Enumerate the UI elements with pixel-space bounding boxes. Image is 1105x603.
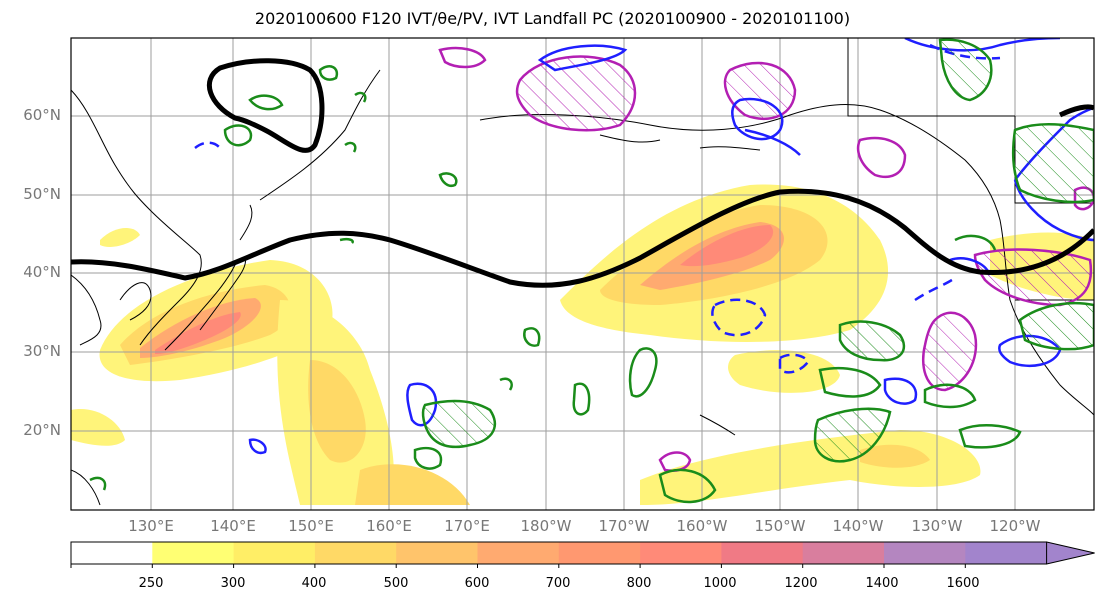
lon-label-150w: 150°W bbox=[754, 517, 806, 535]
colorbar-segment bbox=[721, 542, 804, 564]
lon-label-140w: 140°W bbox=[832, 517, 884, 535]
lon-label-160w: 160°W bbox=[676, 517, 728, 535]
colorbar-segment bbox=[477, 542, 560, 564]
colorbar-segment bbox=[314, 542, 397, 564]
lon-label-180w: 180°W bbox=[520, 517, 572, 535]
colorbar-label-250: 250 bbox=[138, 576, 164, 591]
colorbar-segment bbox=[965, 542, 1048, 564]
lon-label-170w: 170°W bbox=[598, 517, 650, 535]
colorbar-label-1000: 1000 bbox=[703, 576, 737, 591]
lat-label-20n: 20°N bbox=[23, 421, 61, 439]
pv-positive-contours bbox=[248, 38, 1094, 455]
colorbar-label-1400: 1400 bbox=[865, 576, 899, 591]
map-title: 2020100600 F120 IVT/θe/PV, IVT Landfall … bbox=[254, 9, 851, 28]
colorbar-segment bbox=[152, 542, 235, 564]
colorbar-segment bbox=[884, 542, 966, 564]
colorbar-label-300: 300 bbox=[220, 576, 246, 591]
colorbar-label-700: 700 bbox=[545, 576, 571, 591]
lon-label-130e: 130°E bbox=[128, 517, 174, 535]
lat-label-60n: 60°N bbox=[23, 106, 61, 124]
lon-label-120w: 120°W bbox=[989, 517, 1041, 535]
ivt-shading bbox=[71, 184, 1094, 505]
colorbar-label-600: 600 bbox=[464, 576, 490, 591]
pv-negative-contours bbox=[438, 46, 1094, 472]
lon-label-170e: 170°E bbox=[444, 517, 490, 535]
colorbar-segment bbox=[640, 542, 722, 564]
colorbar-segment bbox=[71, 542, 153, 564]
colorbar-segment bbox=[558, 542, 641, 564]
lat-label-40n: 40°N bbox=[23, 263, 61, 281]
ivt-black-contour bbox=[71, 58, 1094, 288]
lat-label-50n: 50°N bbox=[23, 185, 61, 203]
colorbar-extend-arrow bbox=[1046, 541, 1095, 565]
colorbar-segment bbox=[233, 542, 316, 564]
colorbar-label-400: 400 bbox=[301, 576, 327, 591]
lon-label-140e: 140°E bbox=[210, 517, 256, 535]
lon-label-160e: 160°E bbox=[366, 517, 412, 535]
colorbar-segment bbox=[802, 542, 885, 564]
colorbar-label-500: 500 bbox=[383, 576, 409, 591]
lon-label-130w: 130°W bbox=[911, 517, 963, 535]
colorbar bbox=[70, 541, 1095, 568]
colorbar-label-1600: 1600 bbox=[946, 576, 980, 591]
map-frame bbox=[70, 37, 1095, 511]
lat-label-30n: 30°N bbox=[23, 342, 61, 360]
colorbar-label-800: 800 bbox=[626, 576, 652, 591]
colorbar-label-1200: 1200 bbox=[784, 576, 818, 591]
theta-e-contours bbox=[89, 38, 1094, 504]
map-layers bbox=[71, 38, 1094, 510]
lon-label-150e: 150°E bbox=[288, 517, 334, 535]
colorbar-segment bbox=[396, 542, 478, 564]
